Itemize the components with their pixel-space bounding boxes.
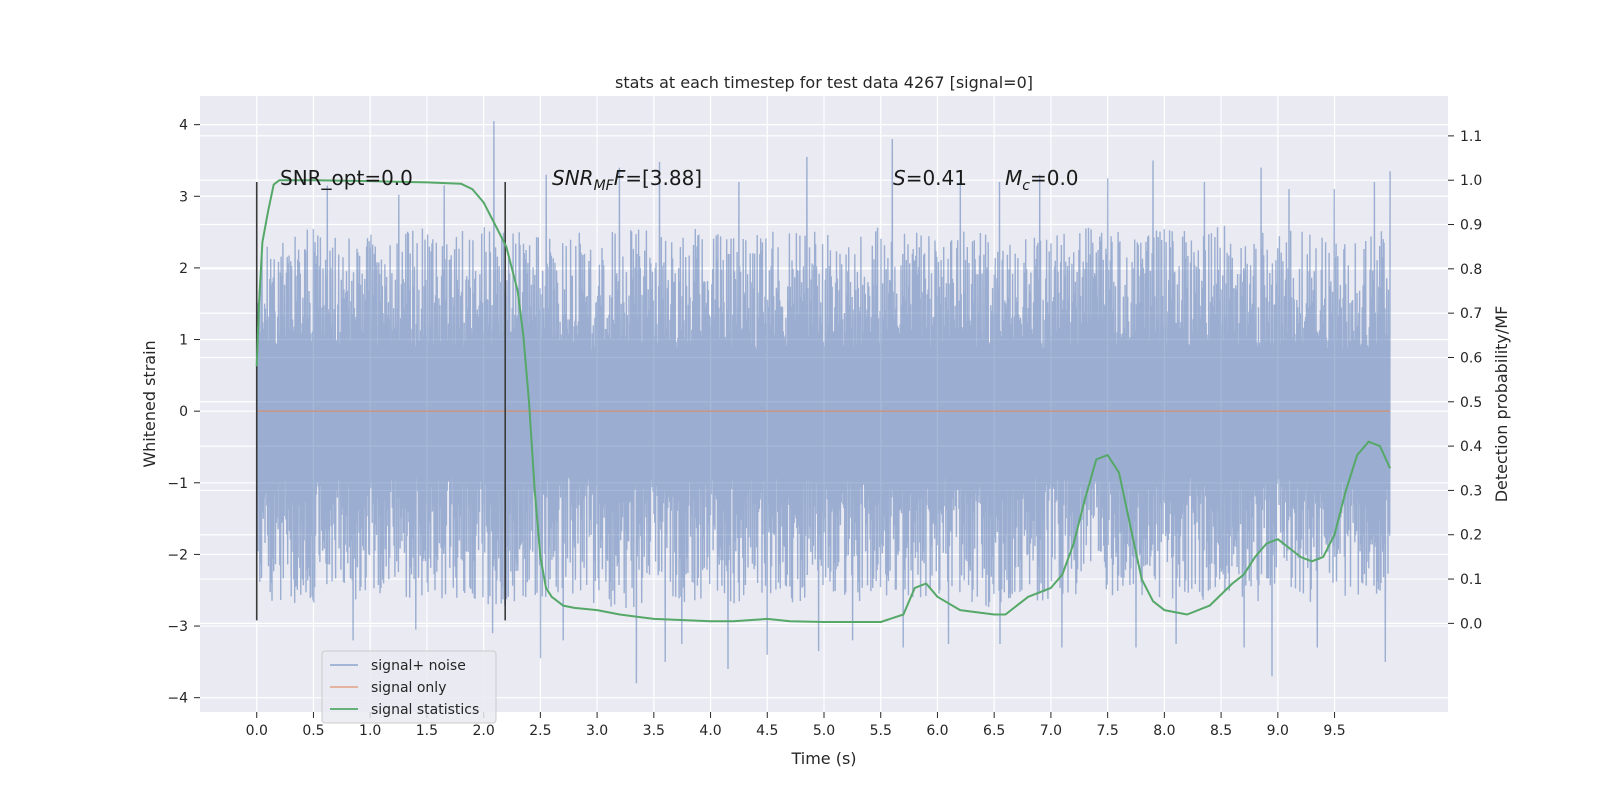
signal-statistics-line: [255, 179, 1392, 623]
x-tick-label-2: 1.0: [359, 723, 381, 739]
y-right-tick-label-8: 0.8: [1460, 262, 1482, 278]
y-right-tick-label-7: 0.7: [1460, 306, 1482, 322]
annotation-snr-opt: SNR_opt=0.0: [280, 166, 413, 190]
annotation-mc-value: =0.0: [1030, 166, 1079, 190]
y-tick-labels: −4 −3 −2 −1 0 1 2 3 4: [167, 118, 200, 707]
y-tick-label-8: 4: [179, 118, 188, 134]
x-tick-label-5: 2.5: [529, 723, 551, 739]
x-tick-label-19: 9.5: [1323, 723, 1345, 739]
x-tick-label-6: 3.0: [586, 723, 608, 739]
legend: signal+ noise signal only signal statist…: [321, 650, 497, 724]
x-tick-label-7: 3.5: [643, 723, 665, 739]
x-tick-label-4: 2.0: [473, 723, 495, 739]
y-right-tick-label-0: 0.0: [1460, 616, 1482, 632]
x-tick-label-14: 7.0: [1040, 723, 1062, 739]
annotation-mc-sub: c: [1022, 178, 1030, 194]
y-tick-label-4: 0: [179, 404, 188, 420]
annotation-snr-mf: SNRMFF=[3.88]: [552, 166, 702, 194]
y-tick-label-7: 3: [179, 189, 188, 205]
x-tick-label-16: 8.0: [1153, 723, 1175, 739]
y-right-tick-label-3: 0.3: [1460, 483, 1482, 499]
x-tick-label-13: 6.5: [983, 723, 1005, 739]
y-right-tick-label-6: 0.6: [1460, 350, 1482, 366]
signal-noise-line: [256, 121, 1391, 684]
y-tick-label-1: −3: [167, 619, 188, 635]
y-right-tick-labels: 0.0 0.1 0.2 0.3 0.4 0.5 0.6 0.7 0.8 0.9 1.0 1.1: [1448, 129, 1482, 632]
y-tick-label-5: 1: [179, 333, 188, 349]
y-right-tick-label-2: 0.2: [1460, 528, 1482, 544]
y-right-tick-label-9: 0.9: [1460, 218, 1482, 234]
y-tick-label-6: 2: [179, 261, 188, 277]
annotation-snr-mf-sub: MF: [594, 178, 615, 194]
legend-box: [321, 650, 497, 724]
y-right-tick-label-11: 1.1: [1460, 129, 1482, 145]
annotation-snr-mf-name: SNR: [552, 166, 594, 190]
y-tick-label-0: −4: [167, 691, 188, 707]
y-right-tick-label-4: 0.4: [1460, 439, 1482, 455]
x-tick-labels: 0.0 0.5 1.0 1.5 2.0 2.5 3.0 3.5 4.0 4.5 5.0 5.5 6.0 6…: [246, 712, 1346, 739]
legend-label-signal-statistics: signal statistics: [371, 702, 479, 718]
signal-statistics-series: [255, 179, 1392, 623]
x-axis-label: Time (s): [790, 749, 856, 768]
annotation-snr-mf-value: =[3.88]: [625, 166, 702, 190]
signal-noise-series: [256, 121, 1391, 684]
legend-label-signal-noise: signal+ noise: [371, 658, 466, 674]
annotation-s-value: =0.41: [906, 166, 967, 190]
x-tick-label-11: 5.5: [870, 723, 892, 739]
x-tick-label-10: 5.0: [813, 723, 835, 739]
y-right-axis-label: Detection probability/MF: [1492, 306, 1511, 503]
x-tick-label-15: 7.5: [1097, 723, 1119, 739]
x-tick-label-1: 0.5: [302, 723, 324, 739]
y-axis-label: Whitened strain: [140, 340, 159, 467]
x-tick-label-17: 8.5: [1210, 723, 1232, 739]
annotation-s-name: S: [893, 166, 906, 190]
chart-title: stats at each timestep for test data 426…: [615, 73, 1033, 92]
y-right-tick-label-5: 0.5: [1460, 395, 1482, 411]
y-tick-label-2: −2: [167, 547, 188, 563]
x-tick-label-18: 9.0: [1267, 723, 1289, 739]
x-tick-label-12: 6.0: [926, 723, 948, 739]
y-tick-label-3: −1: [167, 476, 188, 492]
x-tick-label-0: 0.0: [246, 723, 268, 739]
y-right-tick-label-10: 1.0: [1460, 173, 1482, 189]
annotation-s: S=0.41: [893, 166, 967, 190]
vertical-lines: [255, 181, 506, 621]
x-tick-label-3: 1.5: [416, 723, 438, 739]
annotation-mc-name: M: [1005, 166, 1022, 190]
y-right-tick-label-1: 0.1: [1460, 572, 1482, 588]
x-tick-label-9: 4.5: [756, 723, 778, 739]
x-tick-label-8: 4.0: [699, 723, 721, 739]
annotation-snr-mf-f: F: [614, 166, 626, 190]
legend-label-signal-only: signal only: [371, 680, 446, 696]
annotation-mc: Mc=0.0: [1005, 166, 1079, 194]
